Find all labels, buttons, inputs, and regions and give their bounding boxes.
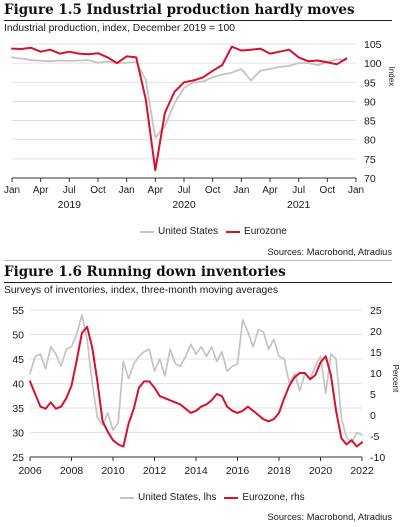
legend-item-united-states: United States, lhs (120, 492, 216, 503)
x-tick-label: Jul (178, 185, 191, 196)
y-tick-label: 70 (364, 173, 376, 185)
chart-title: Figure 1.6 Running down inventories (4, 264, 286, 280)
chart-subtitle: Surveys of inventories, index, three-mon… (4, 285, 279, 296)
y-left-tick-label: 25 (12, 452, 24, 464)
x-tick-label: Jan (348, 185, 364, 196)
x-tick-label: 2008 (60, 465, 84, 477)
y-tick-label: 85 (364, 116, 376, 128)
chart-legend: United States Eurozone (140, 226, 295, 237)
y-tick-label: 90 (364, 96, 376, 108)
x-tick-label: 2012 (143, 465, 167, 477)
legend-label: United States (158, 226, 219, 237)
x-tick-label: 2010 (101, 465, 125, 477)
figure-industrial-production: Figure 1.5 Industrial production hardly … (0, 0, 400, 262)
x-tick-label: Apr (148, 185, 164, 196)
y-right-tick-label: 25 (370, 305, 382, 317)
y-left-tick-label: 35 (12, 403, 24, 415)
y-tick-label: 105 (364, 39, 382, 51)
y-tick-label: 95 (364, 77, 376, 89)
legend-swatch-eurozone (226, 230, 241, 233)
legend-swatch-united-states (120, 496, 134, 499)
y-tick-label: 100 (364, 58, 382, 70)
legend-swatch-united-states (140, 230, 154, 233)
x-tick-label: Jan (119, 185, 135, 196)
y-right-tick-label: -5 (370, 431, 379, 443)
legend-item-eurozone: Eurozone (226, 226, 287, 237)
chart-subtitle: Industrial production, index, December 2… (4, 23, 235, 34)
y-left-tick-label: 30 (12, 428, 24, 440)
series-line-eurozone (11, 45, 348, 172)
x-tick-label: 2006 (18, 465, 42, 477)
y-tick-label: 80 (364, 135, 376, 147)
x-tick-label: 2014 (184, 465, 208, 477)
chart-source: Sources: Macrobond, Atradius (267, 247, 392, 257)
title-rule (4, 20, 392, 21)
y-right-tick-label: 5 (370, 389, 376, 401)
x-tick-label: Apr (262, 185, 278, 196)
x-tick-label: 2018 (267, 465, 291, 477)
y-left-tick-label: 45 (12, 354, 24, 366)
x-tick-label: Oct (90, 185, 106, 196)
legend-label: Eurozone (244, 226, 287, 237)
x-tick-label: 2022 (350, 465, 374, 477)
y-left-tick-label: 55 (12, 305, 24, 317)
x-tick-label: Oct (205, 185, 221, 196)
legend-swatch-eurozone (224, 496, 239, 499)
series-line-united-states (11, 56, 348, 139)
title-rule (4, 282, 392, 283)
legend-label: Eurozone, rhs (242, 492, 305, 503)
x-tick-label: Jan (4, 185, 20, 196)
figure-inventories: Figure 1.6 Running down inventories Surv… (0, 262, 400, 527)
line-chart-industrial-production: 70 75 80 85 90 95 100 105 Index Jan Apr Jul Oct Jan Ap… (4, 39, 396, 211)
chart-title: Figure 1.5 Industrial production hardly … (4, 2, 355, 18)
line-chart-inventories: 25 30 35 40 45 50 55 -10 -5 0 5 10 15 20 25 Percent 2006… (12, 305, 400, 477)
x-tick-label: Jul (63, 185, 76, 196)
x-tick-label: Jul (292, 185, 305, 196)
y-tick-label: 75 (364, 154, 376, 166)
x-tick-label: 2016 (226, 465, 250, 477)
legend-item-united-states: United States (140, 226, 218, 237)
chart-legend: United States, lhs Eurozone, rhs (120, 492, 313, 503)
y-right-tick-label: 20 (370, 326, 382, 338)
x-tick-label: 2020 (309, 465, 333, 477)
x-year-label: 2021 (287, 199, 311, 211)
x-tick-label: Apr (33, 185, 49, 196)
y-right-tick-label: 0 (370, 410, 376, 422)
x-tick-label: Oct (320, 185, 336, 196)
chart-source: Sources: Macrobond, Atradius (267, 512, 392, 522)
y-right-axis-label: Percent (391, 365, 400, 393)
y-axis-label: Index (387, 67, 396, 87)
bottom-rule (4, 260, 392, 261)
x-tick-label: Jan (233, 185, 249, 196)
legend-label: United States, lhs (138, 492, 217, 503)
series-line-eurozone-rhs (29, 325, 363, 448)
x-year-label: 2019 (58, 199, 82, 211)
legend-item-eurozone: Eurozone, rhs (224, 492, 305, 503)
y-left-tick-label: 40 (12, 379, 24, 391)
y-left-tick-label: 50 (12, 330, 24, 342)
y-right-tick-label: 15 (370, 347, 382, 359)
x-year-label: 2020 (172, 199, 196, 211)
y-right-tick-label: 10 (370, 368, 382, 380)
y-right-tick-label: -10 (370, 452, 385, 464)
